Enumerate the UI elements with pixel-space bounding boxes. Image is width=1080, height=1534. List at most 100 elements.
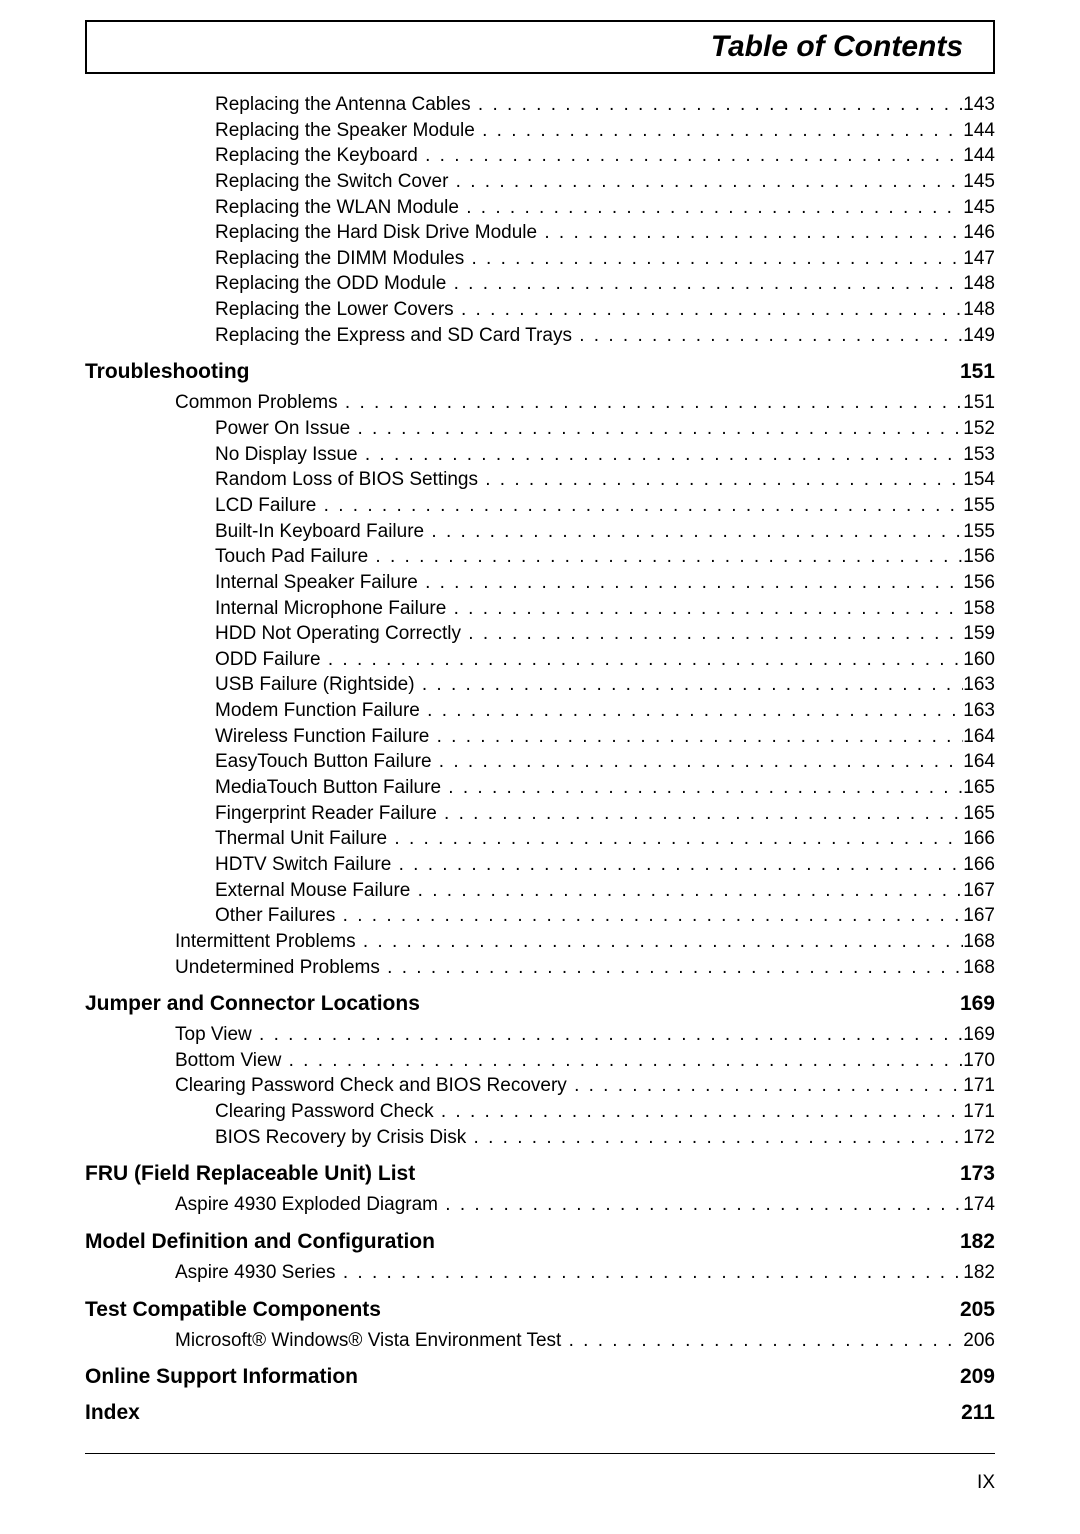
toc-entry: Fingerprint Reader Failure . . . . . . .… — [85, 801, 995, 827]
section-page: 173 — [960, 1162, 995, 1186]
toc-entry-page: 174 — [963, 1192, 995, 1218]
section-heading: Troubleshooting151 — [85, 360, 995, 384]
toc-leader-dots: . . . . . . . . . . . . . . . . . . . . … — [572, 1073, 963, 1099]
toc-leader-dots: . . . . . . . . . . . . . . . . . . . . … — [439, 1099, 963, 1125]
toc-entry-page: 145 — [963, 195, 995, 221]
section-heading: Index211 — [85, 1401, 995, 1425]
toc-entry-page: 163 — [963, 672, 995, 698]
toc-entry-page: 152 — [963, 416, 995, 442]
toc-entry-label: External Mouse Failure — [215, 878, 416, 904]
toc-entry-label: HDD Not Operating Correctly — [215, 621, 466, 647]
toc-entry-label: Other Failures — [215, 903, 341, 929]
toc-entry-label: ODD Failure — [215, 647, 326, 673]
toc-entry: Common Problems . . . . . . . . . . . . … — [85, 390, 995, 416]
toc-entry: Power On Issue . . . . . . . . . . . . .… — [85, 416, 995, 442]
toc-entry-label: Touch Pad Failure — [215, 544, 373, 570]
toc-entry: External Mouse Failure . . . . . . . . .… — [85, 878, 995, 904]
toc-leader-dots: . . . . . . . . . . . . . . . . . . . . … — [355, 416, 963, 442]
toc-entry-label: EasyTouch Button Failure — [215, 749, 437, 775]
toc-leader-dots: . . . . . . . . . . . . . . . . . . . . … — [341, 1260, 963, 1286]
toc-entry-page: 145 — [963, 169, 995, 195]
toc-entry-label: Replacing the Express and SD Card Trays — [215, 323, 577, 349]
toc-leader-dots: . . . . . . . . . . . . . . . . . . . . … — [423, 143, 963, 169]
toc-entry: Internal Microphone Failure . . . . . . … — [85, 596, 995, 622]
toc-entry-page: 154 — [963, 467, 995, 493]
toc-entry-label: Replacing the Hard Disk Drive Module — [215, 220, 542, 246]
toc-leader-dots: . . . . . . . . . . . . . . . . . . . . … — [343, 390, 963, 416]
toc-entry: Other Failures . . . . . . . . . . . . .… — [85, 903, 995, 929]
section-title: Troubleshooting — [85, 360, 960, 384]
toc-entry-page: 166 — [963, 852, 995, 878]
toc-leader-dots: . . . . . . . . . . . . . . . . . . . . … — [483, 467, 963, 493]
document-page: Table of Contents Replacing the Antenna … — [0, 0, 1080, 1534]
toc-leader-dots: . . . . . . . . . . . . . . . . . . . . … — [466, 621, 963, 647]
toc-entry-label: Clearing Password Check and BIOS Recover… — [175, 1073, 572, 1099]
toc-leader-dots: . . . . . . . . . . . . . . . . . . . . … — [470, 246, 964, 272]
toc-leader-dots: . . . . . . . . . . . . . . . . . . . . … — [425, 698, 963, 724]
toc-entry-label: Replacing the Keyboard — [215, 143, 423, 169]
toc-entry: Aspire 4930 Exploded Diagram . . . . . .… — [85, 1192, 995, 1218]
toc-entry-page: 156 — [963, 544, 995, 570]
toc-entry: EasyTouch Button Failure . . . . . . . .… — [85, 749, 995, 775]
toc-leader-dots: . . . . . . . . . . . . . . . . . . . . … — [397, 852, 964, 878]
toc-entry-label: Replacing the ODD Module — [215, 271, 452, 297]
toc-entry-label: Modem Function Failure — [215, 698, 425, 724]
section-page: 151 — [960, 360, 995, 384]
toc-entry: Replacing the Switch Cover . . . . . . .… — [85, 169, 995, 195]
toc-leader-dots: . . . . . . . . . . . . . . . . . . . . … — [472, 1125, 964, 1151]
section-page: 182 — [960, 1230, 995, 1254]
toc-leader-dots: . . . . . . . . . . . . . . . . . . . . … — [443, 1192, 963, 1218]
toc-leader-dots: . . . . . . . . . . . . . . . . . . . . … — [420, 672, 963, 698]
toc-entry: Aspire 4930 Series . . . . . . . . . . .… — [85, 1260, 995, 1286]
toc-leader-dots: . . . . . . . . . . . . . . . . . . . . … — [385, 955, 963, 981]
toc-leader-dots: . . . . . . . . . . . . . . . . . . . . … — [452, 596, 964, 622]
toc-entry-page: 165 — [963, 775, 995, 801]
toc-entry-page: 143 — [963, 92, 995, 118]
toc-leader-dots: . . . . . . . . . . . . . . . . . . . . … — [464, 195, 963, 221]
footer-page-number: IX — [85, 1472, 995, 1494]
toc-entry-page: 171 — [963, 1099, 995, 1125]
toc-entry: Microsoft® Windows® Vista Environment Te… — [85, 1328, 995, 1354]
toc-entry-label: LCD Failure — [215, 493, 322, 519]
section-heading: Jumper and Connector Locations169 — [85, 992, 995, 1016]
toc-entry-label: MediaTouch Button Failure — [215, 775, 446, 801]
toc-entry-page: 164 — [963, 724, 995, 750]
toc-leader-dots: . . . . . . . . . . . . . . . . . . . . … — [437, 749, 964, 775]
section-heading: Model Definition and Configuration182 — [85, 1230, 995, 1254]
toc-entry-label: Internal Microphone Failure — [215, 596, 452, 622]
toc-entry: Clearing Password Check and BIOS Recover… — [85, 1073, 995, 1099]
toc-entry: Replacing the Hard Disk Drive Module . .… — [85, 220, 995, 246]
toc-entry-page: 147 — [963, 246, 995, 272]
toc-entry: Replacing the Keyboard . . . . . . . . .… — [85, 143, 995, 169]
toc-entry-label: Common Problems — [175, 390, 343, 416]
toc-entry-page: 206 — [963, 1328, 995, 1354]
toc-leader-dots: . . . . . . . . . . . . . . . . . . . . … — [480, 118, 963, 144]
toc-entry: Replacing the DIMM Modules . . . . . . .… — [85, 246, 995, 272]
toc-entry-label: Replacing the DIMM Modules — [215, 246, 470, 272]
toc-entry-label: Power On Issue — [215, 416, 355, 442]
toc-entry-page: 158 — [963, 596, 995, 622]
toc-leader-dots: . . . . . . . . . . . . . . . . . . . . … — [341, 903, 964, 929]
toc-entry: Thermal Unit Failure . . . . . . . . . .… — [85, 826, 995, 852]
section-title: Index — [85, 1401, 961, 1425]
toc-entry-label: Replacing the Speaker Module — [215, 118, 480, 144]
toc-entry: HDD Not Operating Correctly . . . . . . … — [85, 621, 995, 647]
header-box: Table of Contents — [85, 20, 995, 74]
toc-entry-page: 160 — [963, 647, 995, 673]
toc-entry: LCD Failure . . . . . . . . . . . . . . … — [85, 493, 995, 519]
toc-entry: HDTV Switch Failure . . . . . . . . . . … — [85, 852, 995, 878]
section-page: 205 — [960, 1298, 995, 1322]
toc-entry-page: 182 — [963, 1260, 995, 1286]
toc-leader-dots: . . . . . . . . . . . . . . . . . . . . … — [542, 220, 963, 246]
toc-leader-dots: . . . . . . . . . . . . . . . . . . . . … — [257, 1022, 963, 1048]
toc-entry-label: Internal Speaker Failure — [215, 570, 423, 596]
toc-leader-dots: . . . . . . . . . . . . . . . . . . . . … — [452, 271, 964, 297]
toc-entry-page: 146 — [963, 220, 995, 246]
toc-leader-dots: . . . . . . . . . . . . . . . . . . . . … — [392, 826, 963, 852]
toc-entry: BIOS Recovery by Crisis Disk . . . . . .… — [85, 1125, 995, 1151]
toc-entry: Replacing the Lower Covers . . . . . . .… — [85, 297, 995, 323]
toc-leader-dots: . . . . . . . . . . . . . . . . . . . . … — [454, 169, 964, 195]
section-title: Model Definition and Configuration — [85, 1230, 960, 1254]
toc-entry-page: 163 — [963, 698, 995, 724]
toc-body: Replacing the Antenna Cables . . . . . .… — [85, 92, 995, 1425]
